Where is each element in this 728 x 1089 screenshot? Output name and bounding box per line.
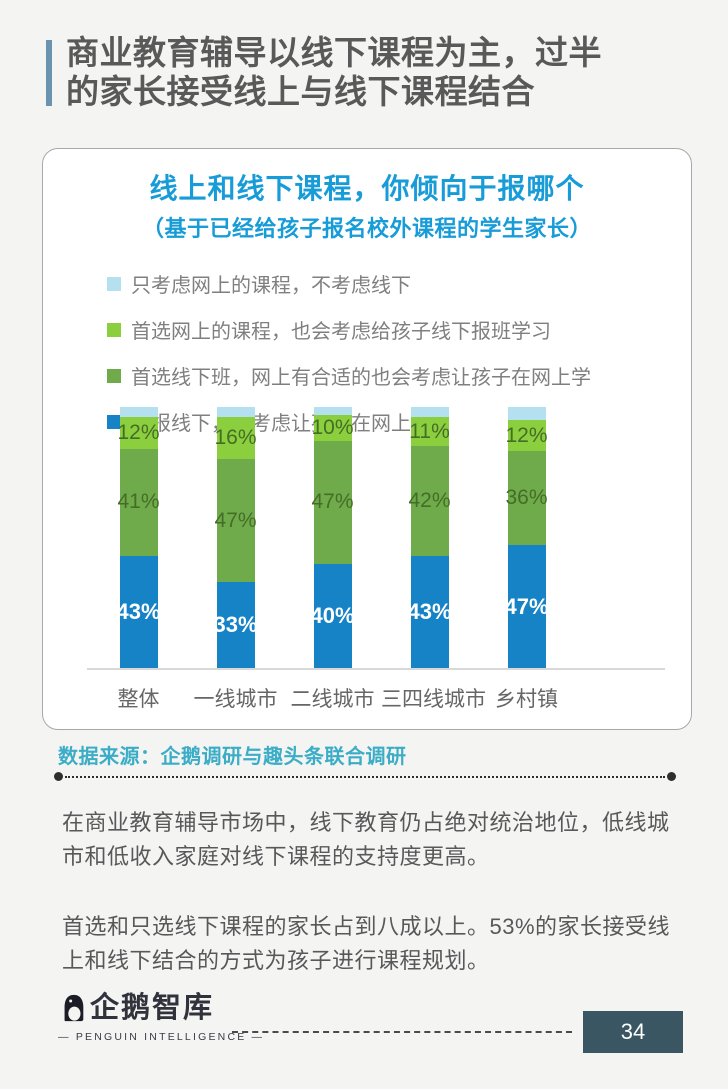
bar-segment: 11% bbox=[409, 417, 450, 447]
category-label-3: 三四线城市 bbox=[381, 688, 486, 711]
bar-segment bbox=[410, 407, 449, 418]
bar-segment bbox=[313, 407, 352, 415]
logo-wordmark: 企鹅智库 bbox=[90, 992, 215, 1024]
divider-dot-left bbox=[54, 772, 63, 781]
logo-subtext: — PENGUIN INTELLIGENCE — bbox=[58, 1031, 265, 1043]
category-axis-labels: 整体 一线城市 二线城市 三四线城市 乡村镇 bbox=[90, 683, 575, 713]
legend-label: 首选线下班，网上有合适的也会考虑让孩子在网上学 bbox=[131, 367, 591, 389]
bar-column-4: 12% 36% 47% bbox=[478, 407, 575, 668]
legend-swatch-icon bbox=[107, 322, 121, 337]
bar-segment-label: 42% bbox=[408, 488, 451, 512]
bar-segment: 40% bbox=[310, 563, 355, 668]
bar-stack: 12% 36% 47% bbox=[504, 407, 549, 668]
analysis-paragraph-1: 在商业教育辅导市场中，线下教育仍占绝对统治地位，低线城市和低收入家庭对线下课程的… bbox=[62, 810, 670, 870]
bar-segment-label: 12% bbox=[505, 423, 548, 447]
bar-column-3: 11% 42% 43% bbox=[381, 407, 478, 668]
legend-label: 只报线下，不考虑让孩子在网上学习 bbox=[131, 413, 451, 435]
divider-dotted-line bbox=[65, 775, 665, 778]
bar-segment-label: 12% bbox=[117, 421, 160, 445]
bar-chart-bars: 12% 41% 43% 16% 47% 33% 10% 47% 40% 11% 42% 43% 12% 3… bbox=[90, 407, 575, 668]
bar-segment-label: 47% bbox=[504, 593, 549, 619]
chart-legend: 只考虑网上的课程，不考虑线下首选网上的课程，也会考虑给孩子线下报班学习首选线下班… bbox=[107, 269, 691, 436]
bar-column-0: 12% 41% 43% bbox=[90, 407, 187, 668]
legend-swatch-icon bbox=[107, 368, 121, 383]
legend-label: 只考虑网上的课程，不考虑线下 bbox=[131, 275, 411, 297]
page-number-badge: 34 bbox=[583, 1011, 683, 1053]
bar-segment: 10% bbox=[311, 414, 354, 441]
bar-segment: 36% bbox=[505, 451, 548, 546]
bar-segment-label: 10% bbox=[311, 415, 354, 439]
legend-label: 首选网上的课程，也会考虑给孩子线下报班学习 bbox=[131, 321, 551, 343]
bar-segment: 47% bbox=[504, 545, 549, 668]
data-source-note: 数据来源：企鹅调研与趣头条联合调研 bbox=[58, 746, 407, 768]
x-axis-line bbox=[87, 668, 665, 670]
bar-column-1: 16% 47% 33% bbox=[187, 407, 284, 668]
footer-dashed-line bbox=[232, 1031, 572, 1033]
bar-segment bbox=[119, 407, 158, 418]
bar-segment-label: 43% bbox=[116, 598, 161, 624]
bar-segment-label: 43% bbox=[407, 598, 452, 624]
page-title: 商业教育辅导以线下课程为主，过半 的家长接受线上与线下课程结合 bbox=[66, 34, 602, 112]
bar-segment-label: 16% bbox=[214, 426, 257, 450]
bar-segment-label: 41% bbox=[117, 490, 160, 514]
legend-swatch-icon bbox=[107, 276, 121, 291]
bar-segment-label: 47% bbox=[311, 490, 354, 514]
title-accent-bar bbox=[46, 40, 52, 106]
legend-swatch-icon bbox=[107, 414, 121, 429]
chart-card: 线上和线下课程，你倾向于报哪个 （基于已经给孩子报名校外课程的学生家长） 只考虑… bbox=[42, 148, 692, 730]
legend-item-2: 首选线下班，网上有合适的也会考虑让孩子在网上学 bbox=[107, 361, 691, 390]
bar-segment-label: 11% bbox=[409, 419, 450, 443]
legend-item-0: 只考虑网上的课程，不考虑线下 bbox=[107, 269, 691, 298]
bar-stack: 11% 42% 43% bbox=[407, 407, 452, 668]
category-label-0: 整体 bbox=[117, 688, 160, 711]
legend-item-1: 首选网上的课程，也会考虑给孩子线下报班学习 bbox=[107, 315, 691, 344]
section-divider bbox=[54, 772, 676, 781]
bar-segment: 41% bbox=[117, 448, 160, 556]
logo-row: 企鹅智库 bbox=[58, 993, 248, 1023]
bar-stack: 12% 41% 43% bbox=[116, 407, 161, 668]
bar-segment: 47% bbox=[311, 440, 354, 564]
bar-stack: 16% 47% 33% bbox=[213, 407, 258, 668]
bar-column-2: 10% 47% 40% bbox=[284, 407, 381, 668]
bar-stack: 10% 47% 40% bbox=[310, 407, 355, 668]
bar-segment-label: 47% bbox=[214, 508, 257, 532]
divider-dot-right bbox=[667, 772, 676, 781]
bar-segment: 33% bbox=[213, 581, 258, 668]
bar-segment-label: 33% bbox=[213, 611, 258, 637]
page-number: 34 bbox=[620, 1019, 646, 1044]
bar-segment: 47% bbox=[214, 459, 257, 582]
page-title-line-2: 的家长接受线上与线下课程结合 bbox=[66, 72, 535, 110]
bar-segment: 12% bbox=[505, 420, 548, 452]
bar-segment bbox=[507, 407, 546, 421]
legend-item-3: 只报线下，不考虑让孩子在网上学习 bbox=[107, 407, 691, 436]
bar-segment: 43% bbox=[407, 555, 452, 668]
chart-subtitle: （基于已经给孩子报名校外课程的学生家长） bbox=[141, 216, 592, 241]
category-label-4: 乡村镇 bbox=[495, 688, 558, 711]
analysis-paragraph-2: 首选和只选线下课程的家长占到八成以上。53%的家长接受线上和线下结合的方式为孩子… bbox=[62, 914, 671, 974]
bar-segment: 42% bbox=[408, 446, 451, 556]
bar-segment: 16% bbox=[214, 417, 257, 460]
page-title-line-1: 商业教育辅导以线下课程为主，过半 bbox=[66, 34, 602, 71]
category-label-1: 一线城市 bbox=[193, 688, 278, 711]
bar-segment: 43% bbox=[116, 555, 161, 668]
category-label-2: 二线城市 bbox=[290, 688, 375, 711]
bar-segment: 12% bbox=[117, 417, 160, 449]
penguin-icon bbox=[64, 994, 84, 1022]
bar-segment bbox=[216, 407, 255, 418]
bar-segment-label: 36% bbox=[505, 486, 548, 510]
bar-segment-label: 40% bbox=[310, 602, 355, 628]
chart-title: 线上和线下课程，你倾向于报哪个 bbox=[149, 173, 585, 204]
analysis-text: 在商业教育辅导市场中，线下教育仍占绝对统治地位，低线城市和低收入家庭对线下课程的… bbox=[62, 806, 676, 1014]
penguin-intelligence-logo: 企鹅智库 — PENGUIN INTELLIGENCE — bbox=[58, 993, 265, 1044]
page-header: 商业教育辅导以线下课程为主，过半 的家长接受线上与线下课程结合 bbox=[46, 34, 690, 112]
